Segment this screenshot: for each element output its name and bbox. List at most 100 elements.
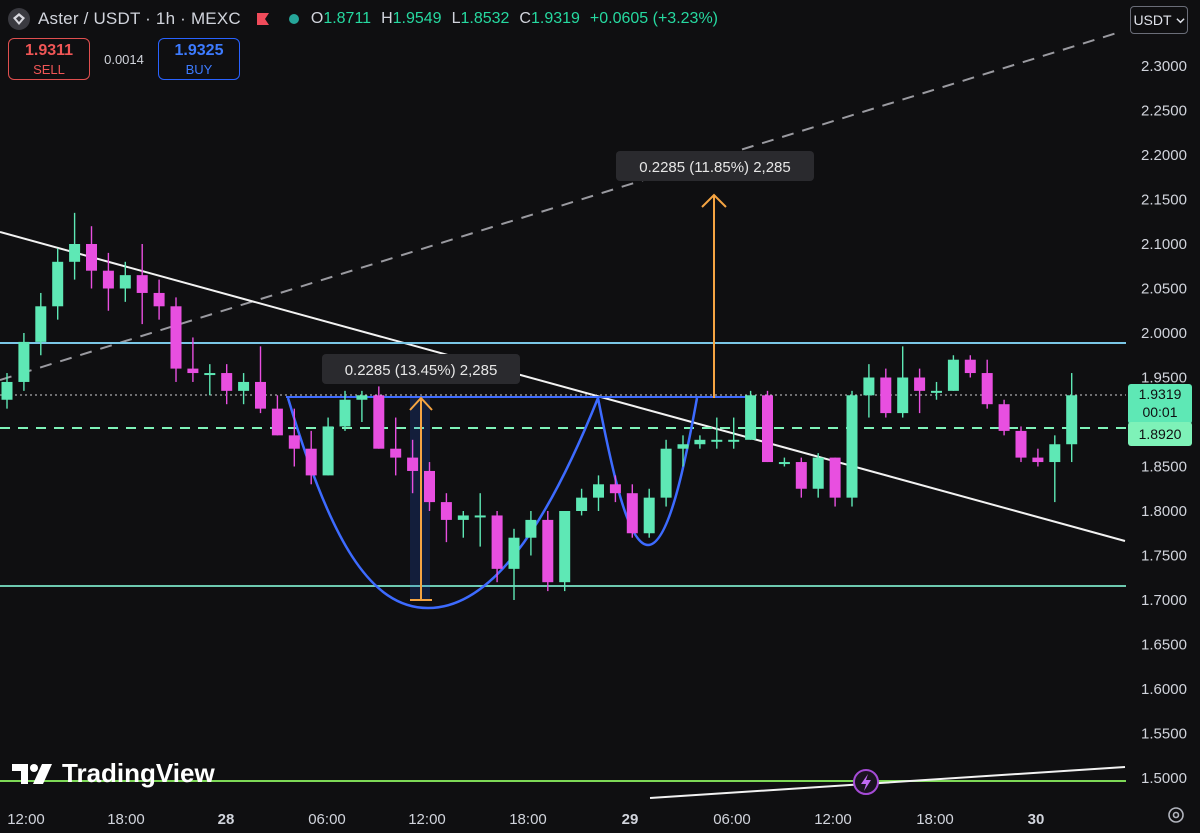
time-axis: 12:00 18:00 28 06:00 12:00 18:00 29 06:00 12:00 1…	[7, 811, 1044, 828]
bottom-trendline	[649, 766, 1126, 799]
price-tick-label: 2.2000	[1141, 147, 1187, 164]
candle-body	[221, 373, 233, 391]
measure-label-2: 0.2285 (11.85%) 2,285	[616, 151, 814, 181]
ohlc-high: 1.9549	[392, 10, 442, 27]
cup-curve	[286, 397, 600, 610]
drawing-tools	[0, 31, 1126, 799]
candle-body	[609, 484, 621, 494]
price-tick-label: 1.7500	[1141, 548, 1187, 565]
candle-body	[69, 244, 81, 262]
candle-body	[745, 395, 757, 440]
symbol-title[interactable]: Aster / USDT · 1h · MEXC	[38, 9, 241, 28]
candle-body	[762, 395, 773, 463]
buy-button[interactable]: 1.9325 BUY	[158, 38, 240, 80]
chevron-down-icon	[1175, 17, 1185, 23]
time-tick-label: 29	[622, 811, 639, 828]
ohlc-close-key: C	[519, 10, 531, 27]
tradingview-logo-icon	[12, 763, 52, 784]
measure-label-1: 0.2285 (13.45%) 2,285	[322, 354, 520, 384]
time-tick-label: 12:00	[7, 811, 45, 828]
ohlc-high-key: H	[381, 10, 393, 27]
time-tick-label: 28	[218, 811, 235, 828]
candle-body	[981, 373, 993, 405]
price-tick-label: 1.6000	[1141, 681, 1187, 698]
time-tick-label: 30	[1028, 811, 1045, 828]
countdown-text: 00:01	[1142, 404, 1177, 420]
measure-label-2-text: 0.2285 (11.85%) 2,285	[639, 159, 791, 176]
candle-body	[356, 395, 368, 400]
candle-body	[508, 537, 520, 569]
ohlc-open: 1.8711	[323, 10, 372, 27]
price-tick-label: 1.5000	[1141, 770, 1187, 787]
candle-body	[542, 519, 554, 583]
time-tick-label: 18:00	[509, 811, 547, 828]
candle-body	[880, 377, 892, 414]
candle-body	[914, 377, 926, 391]
flag-icon[interactable]	[255, 11, 271, 27]
ohlc-low: 1.8532	[460, 10, 510, 27]
candle-body	[390, 448, 402, 458]
candle-body	[626, 493, 638, 534]
price-tick-label: 2.1000	[1141, 236, 1187, 253]
candle-body	[238, 381, 250, 391]
price-tick-label: 1.8500	[1141, 459, 1187, 476]
descending-trendline	[0, 231, 1126, 542]
currency-selector[interactable]: USDT	[1130, 6, 1188, 34]
candle-body	[998, 404, 1010, 431]
candle-body	[863, 377, 875, 396]
candle-body	[305, 448, 317, 476]
buy-price: 1.9325	[174, 41, 224, 59]
candle-body	[1049, 444, 1061, 463]
level-price-text: 1.8920	[1139, 426, 1182, 442]
settings-gear-icon[interactable]	[1166, 805, 1186, 825]
candle-body	[1015, 430, 1027, 458]
price-tick-label: 2.1500	[1141, 192, 1187, 209]
market-open-status-icon	[288, 14, 299, 24]
price-tick-label: 2.0500	[1141, 281, 1187, 298]
currency-label: USDT	[1133, 12, 1172, 28]
candle-body	[35, 306, 47, 342]
ohlc-close: 1.9319	[530, 10, 580, 27]
candle-body	[322, 426, 334, 476]
candle-body	[694, 439, 706, 445]
time-tick-label: 12:00	[814, 811, 852, 828]
candle-body	[474, 515, 486, 518]
candle-body	[711, 439, 723, 442]
candle-body	[18, 341, 30, 382]
channel-dashed-line	[0, 31, 1121, 381]
ohlc-values: O 1.8711 H 1.9549 L 1.8532 C 1.9319 +0.0605 …	[311, 10, 718, 28]
ohlc-open-key: O	[310, 10, 324, 27]
handle-curve	[596, 397, 699, 547]
sell-button[interactable]: 1.9311 SELL	[8, 38, 90, 80]
candle-body	[677, 444, 689, 449]
measure-label-1-text: 0.2285 (13.45%) 2,285	[345, 362, 498, 379]
candle-body	[897, 377, 909, 414]
tradingview-watermark[interactable]: TradingView	[12, 758, 215, 789]
candle-body	[440, 502, 452, 520]
candle-body	[271, 408, 283, 436]
time-tick-label: 18:00	[107, 811, 145, 828]
candle-body	[170, 306, 182, 369]
candle-body	[795, 462, 807, 489]
candle-body	[86, 244, 97, 271]
price-tick-label: 1.7000	[1141, 592, 1187, 609]
candle-body	[525, 519, 537, 538]
price-tick-label: 1.8000	[1141, 503, 1187, 520]
ohlc-low-key: L	[451, 10, 461, 27]
candle-body	[424, 470, 435, 503]
price-tick-label: 1.5500	[1141, 726, 1187, 743]
candle-body	[812, 457, 824, 489]
buy-label: BUY	[185, 61, 213, 77]
time-tick-label: 06:00	[713, 811, 751, 828]
candle-body	[491, 515, 503, 569]
candle-body	[559, 511, 571, 583]
candle-body	[52, 261, 64, 307]
candle-body	[288, 435, 300, 449]
sell-label: SELL	[33, 61, 65, 77]
price-tick-label: 2.0000	[1141, 325, 1187, 342]
time-tick-label: 18:00	[916, 811, 954, 828]
trade-panel: 1.9311 SELL 0.0014 1.9325 BUY	[8, 38, 240, 80]
candle-body	[846, 395, 858, 498]
aster-logo-icon[interactable]	[8, 8, 30, 30]
